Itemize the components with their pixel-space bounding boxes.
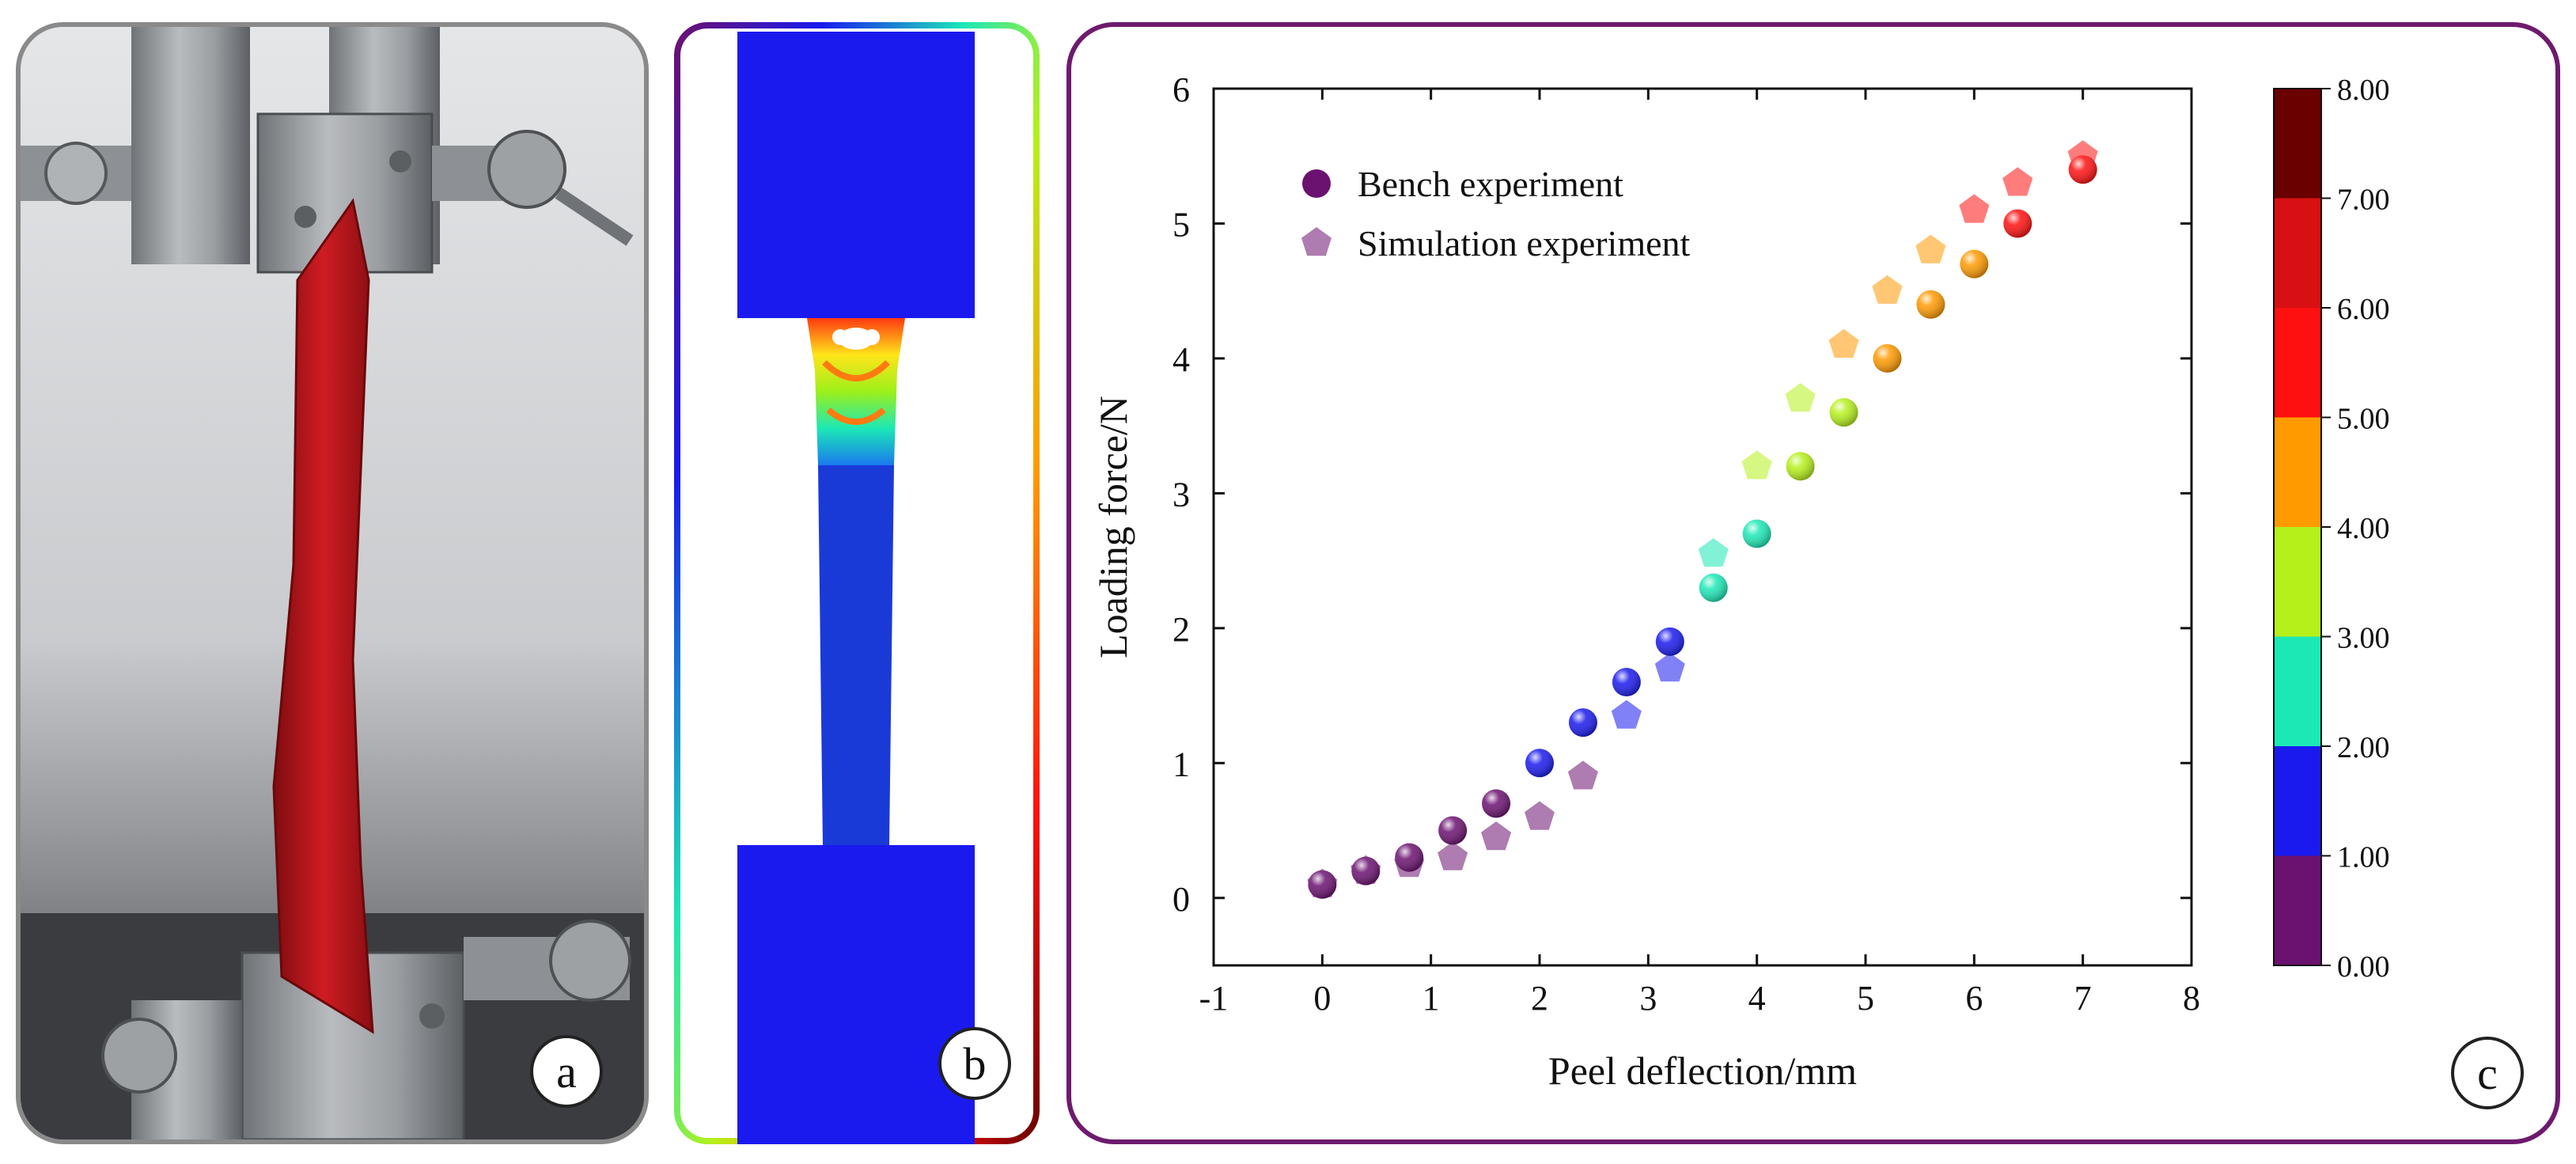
bench-point-shine [1960, 249, 1989, 279]
simulation-point [2002, 167, 2033, 196]
bench-point-shine [1786, 452, 1815, 481]
bench-point-shine [1308, 870, 1337, 899]
x-tick-label: 7 [2074, 979, 2092, 1018]
simulation-point [1785, 383, 1816, 412]
simulation-point [1698, 538, 1729, 567]
scatter-chart: -1 0 1 2 3 4 5 6 7 8 0 1 2 3 4 5 6 Bench experiment Simu… [1091, 70, 2524, 1109]
colorbar-tick-label: 0.00 [2337, 950, 2390, 984]
simulation-point [1741, 450, 1772, 480]
legend: Bench experiment Simulation experiment [1301, 164, 1691, 264]
simulation-point [1959, 194, 1990, 223]
panel-c-label: c [2477, 1048, 2498, 1099]
red-specimen [272, 198, 374, 1034]
x-tick-label: 5 [1857, 979, 1874, 1018]
y-tick-label: 0 [1172, 880, 1190, 919]
colorbar-segment [2274, 746, 2321, 856]
x-tick-label: -1 [1199, 979, 1229, 1018]
legend-bench-marker [1302, 169, 1331, 198]
stressed-neck [807, 318, 905, 465]
colorbar-segment [2274, 636, 2321, 746]
y-tick-label: 2 [1172, 610, 1190, 649]
panel-b-label: b [964, 1038, 987, 1090]
legend-bench-label: Bench experiment [1358, 164, 1623, 204]
panel-a-label: a [556, 1046, 577, 1098]
legend-simulation-marker [1301, 227, 1332, 256]
colorbar-segment [2274, 417, 2321, 527]
y-tick-label: 6 [1172, 70, 1190, 109]
colorbar-segment [2274, 527, 2321, 637]
y-tick-label: 5 [1172, 205, 1190, 244]
panel-b-simulation: b [674, 22, 1040, 1144]
bench-point-shine [1916, 290, 1945, 319]
bench-point-shine [1873, 343, 1902, 373]
colorbar-tick-label: 1.00 [2337, 841, 2390, 874]
bench-point-shine [2003, 209, 2032, 238]
x-tick-label: 4 [1748, 979, 1766, 1018]
data-points [1307, 140, 2098, 899]
upper-grip-block [737, 32, 975, 318]
x-tick-label: 2 [1531, 979, 1548, 1018]
bench-point-shine [1395, 843, 1424, 872]
panel-a-photo: a [16, 22, 649, 1144]
x-tick-label: 8 [2183, 979, 2200, 1018]
fem-simulation-image: b [674, 22, 1040, 1144]
simulation-point [1828, 328, 1859, 358]
simulation-point [1915, 234, 1946, 264]
simulation-point [1567, 760, 1598, 790]
bench-point-shine [1438, 816, 1468, 845]
simulation-point [1525, 801, 1555, 830]
bench-point-shine [1568, 708, 1597, 737]
simulation-point [1654, 653, 1685, 682]
simulation-point [1481, 821, 1512, 851]
x-tick-label: 6 [1965, 979, 1983, 1018]
x-tick-label: 3 [1639, 979, 1657, 1018]
colorbar-segment [2274, 89, 2321, 199]
legend-simulation-label: Simulation experiment [1358, 223, 1691, 264]
bench-point-shine [1525, 749, 1554, 778]
y-tick-label: 3 [1172, 475, 1190, 514]
bench-point-shine [1482, 789, 1511, 818]
colorbar-tick-label: 2.00 [2337, 731, 2390, 764]
bench-point-shine [1742, 519, 1771, 548]
simulation-point [1872, 275, 1903, 304]
colorbar-tick-label: 4.00 [2337, 512, 2390, 545]
colorbar-tick-label: 7.00 [2337, 184, 2390, 217]
panel-c-badge [2451, 1037, 2524, 1109]
y-axis-label: Loading force/N [1091, 396, 1135, 658]
panel-b-badge [938, 1027, 1011, 1100]
colorbar-segment [2274, 855, 2321, 965]
simulation-point [1438, 841, 1468, 870]
colorbar-tick-label: 3.00 [2337, 622, 2390, 655]
colorbar-tick-label: 6.00 [2337, 293, 2390, 326]
colorbar-tick-label: 5.00 [2337, 403, 2390, 436]
simulation-point [1611, 700, 1642, 729]
x-tick-label: 0 [1313, 979, 1331, 1018]
colorbar: 0.00 1.00 2.00 3.00 4.00 5.00 6.00 7.00 8.00 [2273, 74, 2390, 984]
tensile-test-photo: a [21, 27, 644, 1139]
x-axis-label: Peel deflection/mm [1548, 1048, 1857, 1093]
bench-point-shine [1699, 573, 1728, 602]
specimen-shaft [818, 465, 894, 845]
panel-a-badge [530, 1035, 603, 1108]
colorbar-segment [2274, 308, 2321, 418]
colorbar-tick-label: 8.00 [2337, 74, 2390, 107]
bench-point-shine [1351, 856, 1381, 885]
bottom-clamp [101, 919, 631, 1139]
axis-ticks: -1 0 1 2 3 4 5 6 7 8 0 1 2 3 4 5 6 [1172, 70, 2200, 1018]
bench-point-shine [2068, 155, 2097, 184]
lower-grip-block [737, 845, 975, 1144]
panel-c-chart: -1 0 1 2 3 4 5 6 7 8 0 1 2 3 4 5 6 Bench experiment Simu… [1066, 22, 2560, 1144]
bench-point-shine [1612, 668, 1641, 697]
bench-point-shine [1829, 398, 1858, 427]
plot-area-frame [1212, 87, 2193, 967]
y-tick-label: 4 [1172, 340, 1190, 379]
colorbar-segment [2274, 198, 2321, 308]
bench-point-shine [1655, 627, 1684, 656]
x-tick-label: 1 [1422, 979, 1440, 1018]
y-tick-label: 1 [1172, 745, 1190, 783]
